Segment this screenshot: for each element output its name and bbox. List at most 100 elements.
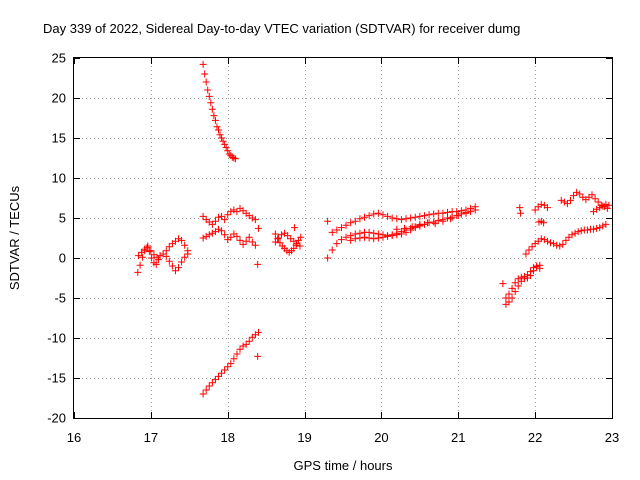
data-point xyxy=(557,196,565,204)
data-point xyxy=(199,212,207,220)
data-point xyxy=(543,237,551,245)
data-point xyxy=(505,298,513,306)
data-point xyxy=(408,223,416,231)
plot-frame xyxy=(73,57,613,419)
data-point xyxy=(560,198,568,206)
y-tick-label: 0 xyxy=(59,251,66,266)
data-point xyxy=(370,235,378,243)
data-point xyxy=(135,252,143,260)
data-point xyxy=(594,198,602,206)
data-point xyxy=(248,238,256,246)
data-point xyxy=(573,188,581,196)
data-point xyxy=(138,253,146,261)
data-point xyxy=(134,268,142,276)
data-point xyxy=(511,288,519,296)
data-point xyxy=(591,195,599,203)
data-point xyxy=(156,252,164,260)
data-point xyxy=(211,376,219,384)
data-point xyxy=(505,290,513,298)
data-point xyxy=(214,213,222,221)
data-point xyxy=(522,250,530,258)
data-point xyxy=(384,212,392,220)
data-point xyxy=(553,241,561,249)
data-point xyxy=(242,340,250,348)
data-point xyxy=(563,200,571,208)
data-point xyxy=(224,211,232,219)
x-axis-label: GPS time / hours xyxy=(294,458,393,473)
data-point xyxy=(439,217,447,225)
data-point xyxy=(570,192,578,200)
data-point xyxy=(208,229,216,237)
data-point xyxy=(374,234,382,242)
data-point xyxy=(416,220,424,228)
x-tick-label: 16 xyxy=(67,430,81,445)
data-point xyxy=(228,153,236,161)
data-point xyxy=(233,232,241,240)
data-point xyxy=(397,216,405,224)
data-point xyxy=(356,215,364,223)
data-point xyxy=(407,224,415,232)
data-point xyxy=(230,355,238,363)
chart-title: Day 339 of 2022, Sidereal Day-to-day VTE… xyxy=(43,21,520,36)
data-point xyxy=(292,241,300,249)
data-point xyxy=(218,134,226,142)
data-point xyxy=(568,231,576,239)
data-point xyxy=(347,236,355,244)
data-point xyxy=(530,267,538,275)
y-tick-label: 25 xyxy=(52,51,66,66)
data-point xyxy=(205,382,213,390)
x-tick-label: 19 xyxy=(297,430,311,445)
data-point xyxy=(402,226,410,234)
data-point xyxy=(227,360,235,368)
data-point xyxy=(211,217,219,225)
data-point xyxy=(528,243,536,251)
data-point xyxy=(431,220,439,228)
data-point xyxy=(576,190,584,198)
y-tick-label: 5 xyxy=(59,211,66,226)
data-point xyxy=(562,236,570,244)
data-point xyxy=(184,250,192,258)
data-point xyxy=(531,206,539,214)
data-point xyxy=(221,231,229,239)
data-point xyxy=(239,342,247,350)
data-point xyxy=(230,206,238,214)
data-point xyxy=(596,224,604,232)
data-point xyxy=(296,242,304,250)
data-point xyxy=(271,238,279,246)
data-point xyxy=(214,372,222,380)
data-point xyxy=(278,231,286,239)
data-point xyxy=(208,105,216,113)
data-point xyxy=(213,123,221,131)
data-point xyxy=(514,282,522,290)
data-point xyxy=(204,86,212,94)
data-point xyxy=(214,225,222,233)
data-point xyxy=(165,257,173,265)
data-point xyxy=(448,213,456,221)
data-point xyxy=(393,215,401,223)
data-point xyxy=(202,78,210,86)
data-point xyxy=(411,213,419,221)
data-point xyxy=(221,140,229,148)
data-point xyxy=(218,227,226,235)
data-point xyxy=(402,215,410,223)
y-tick-label: 10 xyxy=(52,171,66,186)
data-point xyxy=(227,208,235,216)
y-axis-label: SDTVAR / TECUs xyxy=(7,185,22,290)
data-point xyxy=(136,261,144,269)
data-point xyxy=(520,275,528,283)
data-point xyxy=(271,230,279,238)
data-point xyxy=(454,212,462,220)
data-point xyxy=(603,204,611,212)
data-point xyxy=(274,234,282,242)
data-point xyxy=(566,196,574,204)
data-point xyxy=(333,240,341,248)
data-point xyxy=(221,216,229,224)
data-point xyxy=(248,214,256,222)
data-point xyxy=(242,237,250,245)
data-point xyxy=(556,242,564,250)
data-point xyxy=(218,212,226,220)
data-point xyxy=(351,235,359,243)
data-point xyxy=(525,246,533,254)
data-point xyxy=(342,221,350,229)
